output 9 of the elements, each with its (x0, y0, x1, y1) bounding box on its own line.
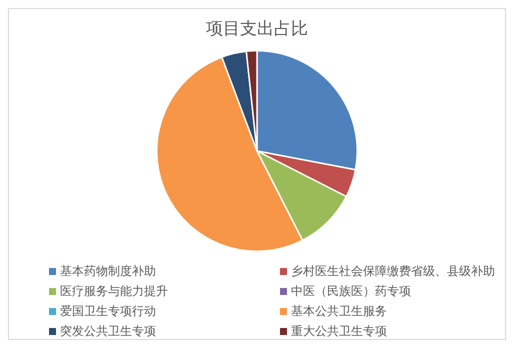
legend-label: 基本药物制度补助 (60, 263, 156, 280)
legend-label: 基本公共卫生服务 (291, 303, 387, 320)
legend-label: 重大公共卫生专项 (291, 323, 387, 340)
legend-label: 爱国卫生专项行动 (60, 303, 156, 320)
legend-label: 突发公共卫生专项 (60, 323, 156, 340)
legend-label: 乡村医生社会保障缴费省级、县级补助 (291, 263, 495, 280)
legend-label: 医疗服务与能力提升 (60, 283, 168, 300)
legend-label: 中医（民族医）药专项 (291, 283, 411, 300)
chart-title: 项目支出占比 (205, 18, 309, 41)
